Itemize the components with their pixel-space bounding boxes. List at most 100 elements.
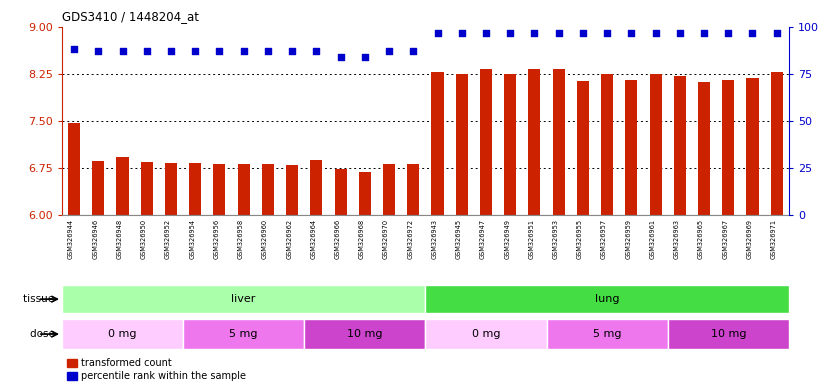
- Bar: [238, 164, 249, 215]
- Text: GSM326944: GSM326944: [68, 219, 74, 259]
- FancyBboxPatch shape: [183, 319, 304, 349]
- Legend: transformed count, percentile rank within the sample: transformed count, percentile rank withi…: [67, 358, 246, 381]
- Point: [237, 48, 250, 55]
- Bar: [311, 161, 322, 215]
- FancyBboxPatch shape: [62, 319, 183, 349]
- Text: lung: lung: [595, 294, 620, 304]
- Text: GSM326946: GSM326946: [93, 219, 98, 259]
- Point: [164, 48, 178, 55]
- Bar: [335, 169, 347, 215]
- Bar: [93, 161, 104, 215]
- Text: GSM326967: GSM326967: [722, 219, 729, 259]
- Bar: [116, 157, 129, 215]
- Text: 10 mg: 10 mg: [347, 329, 382, 339]
- FancyBboxPatch shape: [667, 319, 789, 349]
- Text: GSM326954: GSM326954: [189, 219, 195, 259]
- Text: GSM326958: GSM326958: [238, 219, 244, 259]
- Text: GSM326962: GSM326962: [286, 219, 292, 259]
- Text: GSM326966: GSM326966: [335, 219, 340, 259]
- FancyBboxPatch shape: [62, 285, 425, 313]
- Bar: [625, 79, 638, 215]
- Text: GSM326953: GSM326953: [553, 219, 558, 259]
- Point: [382, 48, 396, 55]
- Text: 0 mg: 0 mg: [108, 329, 137, 339]
- Bar: [698, 82, 710, 215]
- Bar: [286, 166, 298, 215]
- Point: [261, 48, 274, 55]
- Point: [213, 48, 226, 55]
- Text: GSM326971: GSM326971: [771, 219, 776, 259]
- Point: [722, 30, 735, 36]
- Point: [286, 48, 299, 55]
- Point: [92, 48, 105, 55]
- Point: [577, 30, 590, 36]
- Text: GDS3410 / 1448204_at: GDS3410 / 1448204_at: [62, 10, 199, 23]
- Bar: [140, 162, 153, 215]
- Text: GSM326964: GSM326964: [311, 219, 316, 259]
- Text: GSM326948: GSM326948: [116, 219, 122, 259]
- Bar: [213, 164, 225, 215]
- Point: [358, 54, 372, 60]
- Point: [624, 30, 638, 36]
- Point: [455, 30, 468, 36]
- Bar: [480, 69, 492, 215]
- Bar: [358, 172, 371, 215]
- Bar: [189, 163, 202, 215]
- Bar: [529, 69, 540, 215]
- Text: 10 mg: 10 mg: [710, 329, 746, 339]
- Point: [673, 30, 686, 36]
- Text: tissue: tissue: [23, 294, 58, 304]
- FancyBboxPatch shape: [547, 319, 667, 349]
- Text: 0 mg: 0 mg: [472, 329, 501, 339]
- Point: [770, 30, 783, 36]
- Text: 5 mg: 5 mg: [230, 329, 258, 339]
- Text: GSM326968: GSM326968: [358, 219, 365, 259]
- Text: GSM326972: GSM326972: [407, 219, 413, 259]
- Bar: [553, 69, 565, 215]
- Point: [116, 48, 129, 55]
- FancyBboxPatch shape: [425, 285, 789, 313]
- Bar: [722, 79, 734, 215]
- Text: dose: dose: [30, 329, 58, 339]
- Bar: [771, 72, 783, 215]
- Text: GSM326952: GSM326952: [165, 219, 171, 259]
- Point: [504, 30, 517, 36]
- Point: [601, 30, 614, 36]
- Text: GSM326956: GSM326956: [213, 219, 220, 259]
- Bar: [674, 76, 686, 215]
- Text: GSM326945: GSM326945: [456, 219, 462, 259]
- Bar: [383, 164, 395, 215]
- Point: [746, 30, 759, 36]
- Point: [68, 46, 81, 53]
- Text: GSM326969: GSM326969: [747, 219, 752, 259]
- Bar: [504, 74, 516, 215]
- Bar: [262, 164, 274, 215]
- Point: [431, 30, 444, 36]
- Text: GSM326955: GSM326955: [577, 219, 583, 259]
- Text: GSM326963: GSM326963: [674, 219, 680, 259]
- FancyBboxPatch shape: [425, 319, 547, 349]
- Text: GSM326947: GSM326947: [480, 219, 486, 259]
- Bar: [649, 74, 662, 215]
- Text: GSM326949: GSM326949: [504, 219, 510, 259]
- Point: [140, 48, 154, 55]
- Text: GSM326965: GSM326965: [698, 219, 704, 259]
- Point: [334, 54, 347, 60]
- Bar: [165, 163, 177, 215]
- Text: GSM326959: GSM326959: [625, 219, 631, 259]
- Point: [188, 48, 202, 55]
- Text: GSM326951: GSM326951: [529, 219, 534, 259]
- Text: GSM326960: GSM326960: [262, 219, 268, 259]
- Point: [406, 48, 420, 55]
- Bar: [68, 123, 80, 215]
- Point: [697, 30, 710, 36]
- Text: GSM326943: GSM326943: [431, 219, 438, 259]
- Bar: [456, 74, 468, 215]
- Bar: [577, 81, 589, 215]
- Text: GSM326970: GSM326970: [383, 219, 389, 259]
- Point: [528, 30, 541, 36]
- Bar: [747, 78, 758, 215]
- Text: liver: liver: [231, 294, 256, 304]
- Text: 5 mg: 5 mg: [593, 329, 621, 339]
- Text: GSM326950: GSM326950: [140, 219, 147, 259]
